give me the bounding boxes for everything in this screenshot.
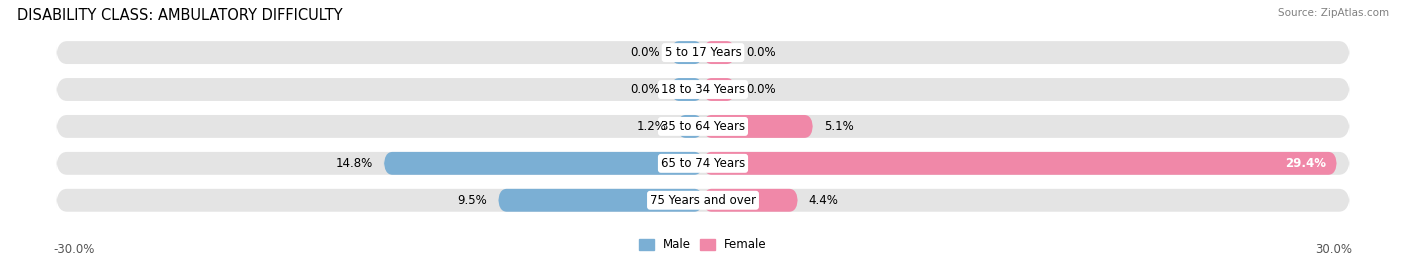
FancyBboxPatch shape [703, 78, 735, 101]
Text: 0.0%: 0.0% [630, 83, 659, 96]
FancyBboxPatch shape [703, 41, 735, 64]
Text: 1.2%: 1.2% [637, 120, 666, 133]
FancyBboxPatch shape [56, 115, 1350, 138]
FancyBboxPatch shape [56, 152, 1350, 175]
Text: 5 to 17 Years: 5 to 17 Years [665, 46, 741, 59]
Text: 0.0%: 0.0% [747, 83, 776, 96]
FancyBboxPatch shape [703, 189, 797, 212]
FancyBboxPatch shape [678, 115, 703, 138]
Text: DISABILITY CLASS: AMBULATORY DIFFICULTY: DISABILITY CLASS: AMBULATORY DIFFICULTY [17, 8, 343, 23]
FancyBboxPatch shape [671, 78, 703, 101]
Text: 5.1%: 5.1% [824, 120, 853, 133]
Text: 0.0%: 0.0% [630, 46, 659, 59]
Text: 0.0%: 0.0% [747, 46, 776, 59]
Text: -30.0%: -30.0% [53, 243, 94, 256]
Text: 65 to 74 Years: 65 to 74 Years [661, 157, 745, 170]
Text: 29.4%: 29.4% [1285, 157, 1326, 170]
FancyBboxPatch shape [703, 152, 1337, 175]
Legend: Male, Female: Male, Female [634, 234, 772, 256]
FancyBboxPatch shape [56, 41, 1350, 64]
Text: 30.0%: 30.0% [1316, 243, 1353, 256]
FancyBboxPatch shape [498, 189, 703, 212]
FancyBboxPatch shape [703, 115, 813, 138]
Text: Source: ZipAtlas.com: Source: ZipAtlas.com [1278, 8, 1389, 18]
FancyBboxPatch shape [671, 41, 703, 64]
Text: 35 to 64 Years: 35 to 64 Years [661, 120, 745, 133]
FancyBboxPatch shape [56, 189, 1350, 212]
Text: 14.8%: 14.8% [336, 157, 373, 170]
FancyBboxPatch shape [56, 78, 1350, 101]
Text: 75 Years and over: 75 Years and over [650, 194, 756, 207]
Text: 18 to 34 Years: 18 to 34 Years [661, 83, 745, 96]
Text: 9.5%: 9.5% [458, 194, 488, 207]
Text: 4.4%: 4.4% [808, 194, 838, 207]
FancyBboxPatch shape [384, 152, 703, 175]
